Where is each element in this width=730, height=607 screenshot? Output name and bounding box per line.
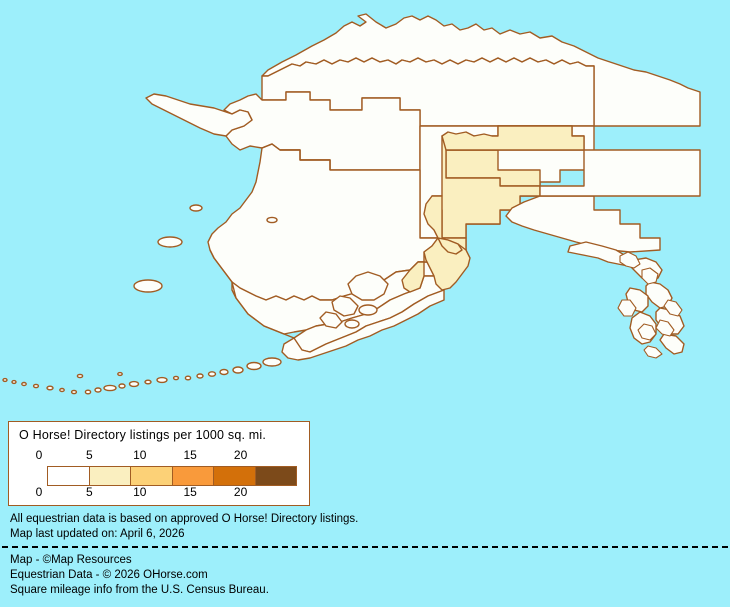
legend-tick-row-bottom: 0 5 10 15 20 <box>35 485 291 500</box>
footer-data-credit: Equestrian Data - © 2026 OHorse.com <box>10 569 208 581</box>
legend-tick-20-bottom: 20 <box>233 485 248 499</box>
bering-sea-islands <box>133 204 278 293</box>
legend-tick-10-bottom: 10 <box>133 485 147 499</box>
region-ketchikan-gateway[interactable] <box>659 333 685 355</box>
region-bristol-bay[interactable] <box>401 261 425 293</box>
panhandle-island-detail <box>617 251 683 359</box>
map-legend: O Horse! Directory listings per 1000 sq.… <box>8 421 310 506</box>
region-juneau[interactable] <box>645 281 673 309</box>
footer-divider <box>2 546 728 549</box>
southwest-coast-detail <box>209 249 295 339</box>
legend-tick-0-top: 0 <box>35 448 43 462</box>
legend-tick-15-top: 15 <box>183 448 197 462</box>
legend-color-ramp <box>47 466 297 486</box>
legend-swatch-4[interactable] <box>214 467 256 485</box>
legend-swatch-1[interactable] <box>89 467 131 485</box>
map-footer: All equestrian data is based on approved… <box>0 512 730 598</box>
legend-swatch-5[interactable] <box>255 467 296 485</box>
region-colored-band-northwest[interactable] <box>441 125 585 151</box>
footer-map-credit: Map - ©Map Resources <box>10 554 132 566</box>
legend-swatch-0[interactable] <box>48 467 90 485</box>
legend-tick-5-bottom: 5 <box>86 485 93 499</box>
region-nome-west-coast <box>145 93 253 137</box>
map-regions <box>2 13 701 395</box>
norton-sound-detail <box>261 143 331 170</box>
region-southeast-fairbanks[interactable] <box>539 149 701 197</box>
legend-tick-10-top: 10 <box>133 448 147 462</box>
legend-tick-row-top: 0 5 10 15 20 <box>35 448 291 463</box>
legend-tick-20-top: 20 <box>233 448 248 462</box>
legend-tick-0-bottom: 0 <box>35 485 43 499</box>
region-aleutians-east[interactable] <box>281 289 445 361</box>
legend-title: O Horse! Directory listings per 1000 sq.… <box>19 428 267 442</box>
region-anchorage[interactable] <box>437 237 463 255</box>
legend-swatch-3[interactable] <box>172 467 214 485</box>
legend-tick-15-bottom: 15 <box>183 485 197 499</box>
kodiak-islands[interactable] <box>319 271 389 329</box>
aleutian-islands <box>2 357 282 395</box>
legend-tick-5-top: 5 <box>86 448 93 462</box>
region-yakutat[interactable] <box>567 241 635 267</box>
footer-census-credit: Square mileage info from the U.S. Census… <box>10 584 269 596</box>
legend-swatch-2[interactable] <box>131 467 173 485</box>
footer-updated-date: Map last updated on: April 6, 2026 <box>10 528 185 540</box>
footer-data-note: All equestrian data is based on approved… <box>10 513 359 525</box>
